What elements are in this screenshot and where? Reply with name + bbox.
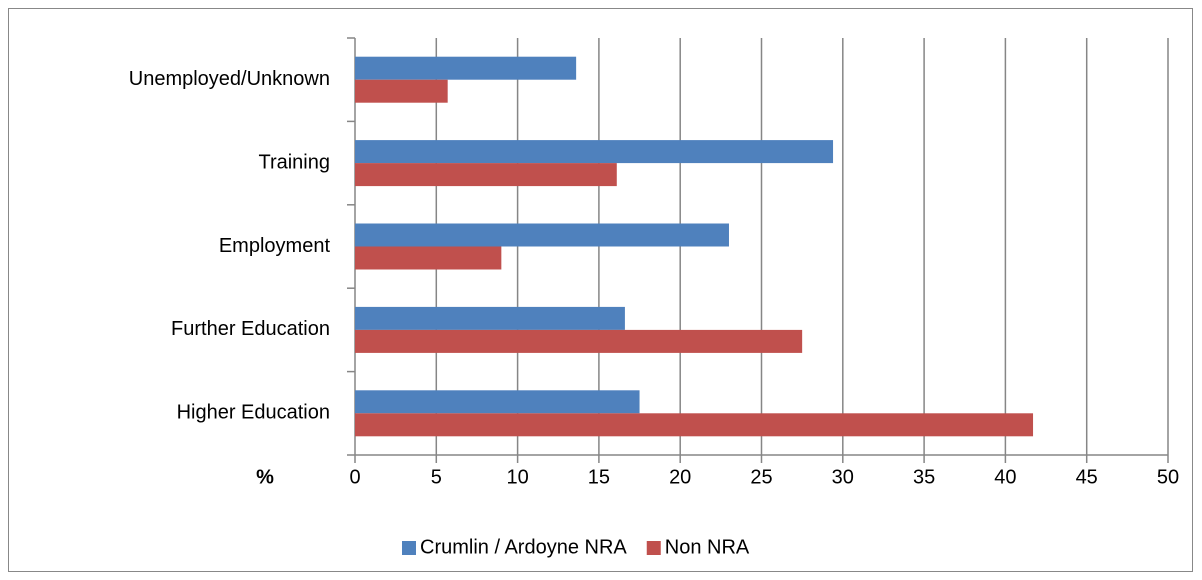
x-tick-label: 45 <box>1076 466 1098 488</box>
x-tick-label: 40 <box>994 466 1016 488</box>
chart-border <box>8 8 1193 572</box>
x-tick-label: 5 <box>431 466 442 488</box>
legend-label: Non NRA <box>665 536 750 558</box>
x-axis-label: % <box>256 466 274 488</box>
y-tick-label: Further Education <box>171 318 330 340</box>
x-tick-label: 35 <box>913 466 935 488</box>
x-tick-label: 30 <box>832 466 854 488</box>
legend-swatch <box>402 541 416 555</box>
x-tick-label: 15 <box>588 466 610 488</box>
bar <box>355 79 448 103</box>
legend-swatch <box>646 541 661 555</box>
bar <box>355 246 502 270</box>
legend-label: Crumlin / Ardoyne NRA <box>420 536 627 558</box>
bar <box>355 390 640 414</box>
x-tick-label: 10 <box>506 466 528 488</box>
bar <box>355 140 834 164</box>
bar <box>355 329 803 353</box>
y-tick-label: Higher Education <box>177 402 330 424</box>
y-tick-label: Unemployed/Unknown <box>129 68 330 90</box>
x-tick-label: 20 <box>669 466 691 488</box>
y-tick-label: Employment <box>219 235 331 257</box>
bar <box>355 223 729 247</box>
x-tick-label: 0 <box>349 466 360 488</box>
bar <box>355 306 625 330</box>
bar <box>355 163 617 187</box>
y-tick-label: Training <box>258 151 330 173</box>
x-tick-label: 25 <box>750 466 772 488</box>
bar <box>355 56 577 80</box>
x-tick-label: 50 <box>1157 466 1179 488</box>
bar <box>355 413 1034 437</box>
